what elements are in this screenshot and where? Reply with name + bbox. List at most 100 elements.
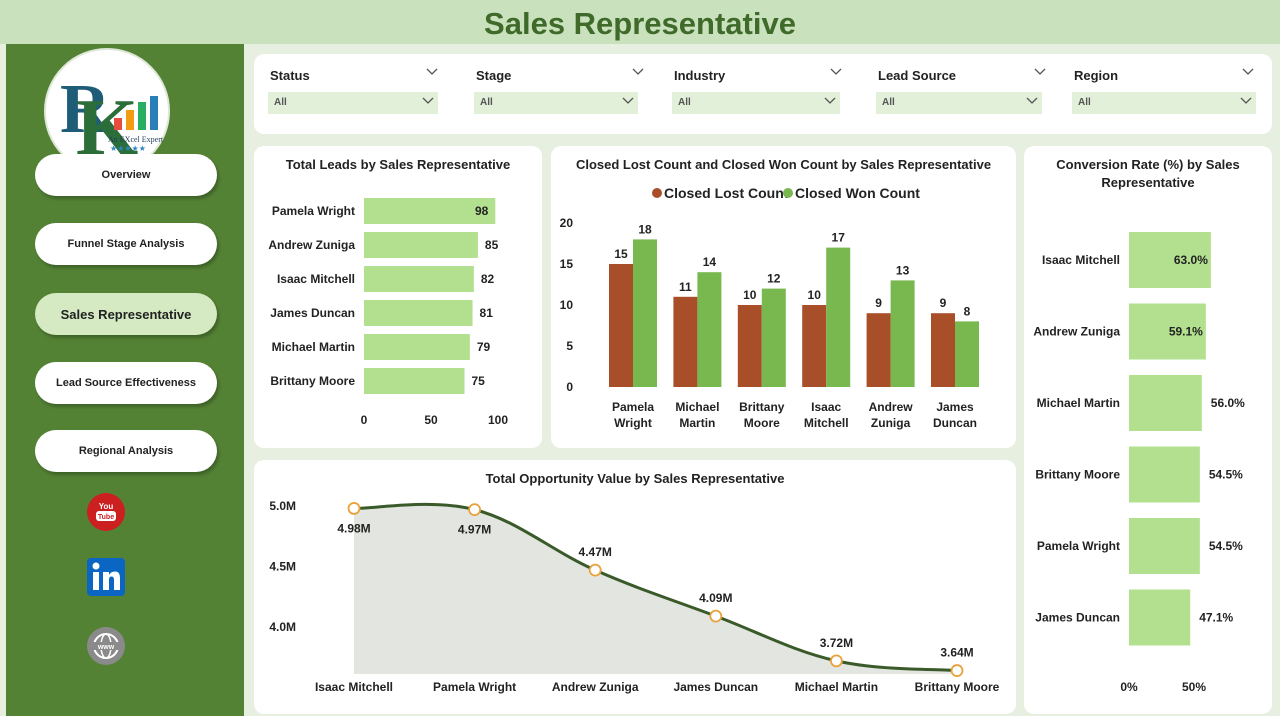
y-tick-label: 10 xyxy=(560,298,574,312)
data-label: 14 xyxy=(703,255,717,269)
filter-label: Stage xyxy=(476,68,512,83)
lead-source-select[interactable]: All xyxy=(876,92,1042,114)
filter-panel: Status All Stage All Industry All Lead S… xyxy=(254,54,1272,134)
category-label: Zuniga xyxy=(871,416,911,430)
chevron-down-icon[interactable] xyxy=(1034,66,1046,76)
bar xyxy=(761,288,786,387)
category-label: Andrew Zuniga xyxy=(552,680,639,694)
data-label: 4.09M xyxy=(699,591,732,605)
nav-funnel-stage-analysis[interactable]: Funnel Stage Analysis xyxy=(35,223,217,265)
data-point xyxy=(709,609,723,623)
y-tick-label: 20 xyxy=(560,216,574,230)
data-label: 17 xyxy=(832,231,846,245)
svg-text:R: R xyxy=(60,71,112,148)
data-label: 85 xyxy=(485,238,499,252)
x-tick-label: 100 xyxy=(488,413,508,427)
legend-label: Closed Lost Count xyxy=(664,185,789,201)
category-label: Isaac Mitchell xyxy=(1042,253,1120,267)
data-label: 10 xyxy=(808,288,822,302)
data-label: 75 xyxy=(472,374,486,388)
sidebar: R K An EXcel Expert ★★★★★ Overview Funne… xyxy=(6,44,244,716)
data-label: 11 xyxy=(679,280,692,294)
data-label: 3.72M xyxy=(820,636,853,650)
x-tick-label: 0 xyxy=(361,413,368,427)
bar xyxy=(364,266,474,292)
header-bar xyxy=(0,0,1280,44)
category-label: Mitchell xyxy=(804,416,849,430)
data-label: 9 xyxy=(875,296,882,310)
stage-select[interactable]: All xyxy=(474,92,638,114)
nav-regional-analysis[interactable]: Regional Analysis xyxy=(35,430,217,472)
bar xyxy=(673,296,698,387)
chart-title: Closed Lost Count and Closed Won Count b… xyxy=(575,157,992,172)
chevron-down-icon xyxy=(1240,97,1252,104)
bar xyxy=(364,334,470,360)
y-tick-label: 4.0M xyxy=(269,620,296,634)
category-label: Pamela Wright xyxy=(1037,539,1120,553)
category-label: Pamela Wright xyxy=(272,204,355,218)
data-label: 4.98M xyxy=(337,521,370,535)
linkedin-icon[interactable] xyxy=(86,557,126,597)
bar xyxy=(955,321,979,387)
conversion-rate-chart: Isaac Mitchell 63.0% Andrew Zuniga 59.1% Mic… xyxy=(1033,232,1245,694)
data-point xyxy=(347,502,361,515)
closed-count-chart: Closed Lost Count Closed Won Count 0 5 10 15 2… xyxy=(560,185,979,430)
bar xyxy=(364,198,496,224)
chevron-down-icon[interactable] xyxy=(632,66,644,76)
category-label: Isaac Mitchell xyxy=(277,272,355,286)
y-tick-label: 15 xyxy=(560,257,574,271)
series-line xyxy=(353,502,958,673)
chevron-down-icon[interactable] xyxy=(426,66,438,76)
category-label: Michael Martin xyxy=(795,680,878,694)
globe-icon[interactable]: www xyxy=(86,626,126,666)
x-tick-label: 50 xyxy=(424,413,438,427)
svg-text:You: You xyxy=(99,502,114,511)
bar xyxy=(802,305,827,387)
category-label: Michael Martin xyxy=(1037,396,1120,410)
selected-value: All xyxy=(1078,97,1091,108)
region-select[interactable]: All xyxy=(1072,92,1256,114)
data-point xyxy=(588,563,602,577)
data-label: 47.1% xyxy=(1199,611,1233,625)
data-point xyxy=(950,664,964,677)
data-point xyxy=(468,503,482,517)
page-title: Sales Representative xyxy=(484,6,796,41)
industry-select[interactable]: All xyxy=(672,92,840,114)
nav-sales-representative[interactable]: Sales Representative xyxy=(35,293,217,335)
svg-text:Tube: Tube xyxy=(98,514,114,521)
category-label: Pamela xyxy=(612,400,654,414)
youtube-icon[interactable]: You Tube xyxy=(86,492,126,532)
status-select[interactable]: All xyxy=(268,92,438,114)
category-label: Moore xyxy=(744,416,780,430)
x-tick-label: 50% xyxy=(1182,680,1206,694)
chart-title: Conversion Rate (%) by Sales Representat… xyxy=(1056,157,1240,190)
chevron-down-icon xyxy=(1026,97,1038,104)
legend-marker xyxy=(652,188,662,198)
data-label: 56.0% xyxy=(1211,396,1245,410)
y-tick-label: 5 xyxy=(566,339,573,353)
bar xyxy=(737,305,762,387)
svg-text:★★★★★: ★★★★★ xyxy=(110,144,146,153)
data-label: 13 xyxy=(896,263,910,277)
chevron-down-icon[interactable] xyxy=(1242,66,1254,76)
nav-lead-source-effectiveness[interactable]: Lead Source Effectiveness xyxy=(35,362,217,404)
legend-label: Closed Won Count xyxy=(795,185,920,201)
category-label: Andrew Zuniga xyxy=(1033,325,1120,339)
data-label: 8 xyxy=(964,304,971,318)
bar xyxy=(1129,589,1191,646)
bar xyxy=(866,313,891,387)
data-label: 18 xyxy=(638,222,652,236)
category-label: Andrew xyxy=(869,400,914,414)
data-label: 82 xyxy=(481,272,495,286)
bar xyxy=(633,239,657,387)
data-label: 3.64M xyxy=(940,646,973,660)
bar xyxy=(931,313,955,387)
nav-overview[interactable]: Overview xyxy=(35,154,217,196)
area-fill xyxy=(354,504,957,674)
chart-title: Total Opportunity Value by Sales Represe… xyxy=(485,471,785,486)
category-label: Isaac Mitchell xyxy=(315,680,393,694)
category-label: Duncan xyxy=(933,416,977,430)
bar xyxy=(364,300,473,326)
y-tick-label: 4.5M xyxy=(269,560,296,574)
chevron-down-icon[interactable] xyxy=(830,66,842,76)
